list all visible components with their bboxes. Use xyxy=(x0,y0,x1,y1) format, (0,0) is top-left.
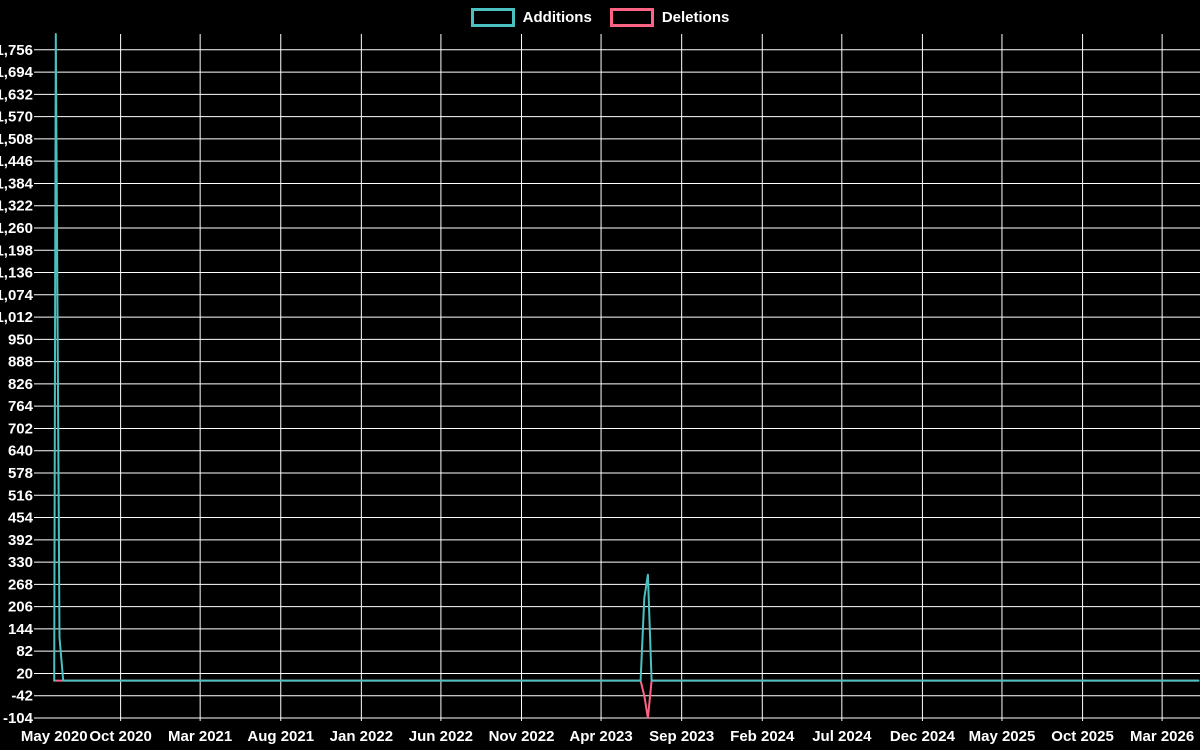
svg-text:82: 82 xyxy=(16,643,33,660)
svg-text:1,694: 1,694 xyxy=(0,64,34,81)
svg-text:-42: -42 xyxy=(11,688,33,705)
svg-text:1,260: 1,260 xyxy=(0,220,33,237)
svg-text:-104: -104 xyxy=(3,710,34,727)
svg-text:764: 764 xyxy=(8,398,34,415)
svg-text:144: 144 xyxy=(8,621,34,638)
legend-item-additions[interactable]: Additions xyxy=(470,8,592,27)
svg-text:516: 516 xyxy=(8,487,33,504)
svg-text:1,136: 1,136 xyxy=(0,265,33,282)
svg-text:1,384: 1,384 xyxy=(0,175,34,192)
svg-text:950: 950 xyxy=(8,331,33,348)
svg-text:640: 640 xyxy=(8,443,33,460)
svg-text:268: 268 xyxy=(8,576,33,593)
svg-text:888: 888 xyxy=(8,354,33,371)
svg-text:1,322: 1,322 xyxy=(0,198,33,215)
svg-text:Mar 2026: Mar 2026 xyxy=(1130,728,1194,745)
svg-text:Oct 2025: Oct 2025 xyxy=(1051,728,1114,745)
svg-text:1,570: 1,570 xyxy=(0,109,33,126)
svg-text:Jan 2022: Jan 2022 xyxy=(330,728,393,745)
svg-text:Mar 2021: Mar 2021 xyxy=(168,728,232,745)
svg-text:Jun 2022: Jun 2022 xyxy=(409,728,473,745)
svg-text:1,074: 1,074 xyxy=(0,287,34,304)
svg-text:1,198: 1,198 xyxy=(0,242,33,259)
svg-text:1,756: 1,756 xyxy=(0,42,33,59)
svg-text:Dec 2024: Dec 2024 xyxy=(890,728,956,745)
svg-text:1,012: 1,012 xyxy=(0,309,33,326)
additions-swatch-icon xyxy=(470,8,515,27)
svg-text:206: 206 xyxy=(8,599,33,616)
svg-text:702: 702 xyxy=(8,420,33,437)
svg-text:Nov 2022: Nov 2022 xyxy=(489,728,555,745)
svg-text:Aug 2021: Aug 2021 xyxy=(247,728,314,745)
svg-text:826: 826 xyxy=(8,376,33,393)
svg-text:1,446: 1,446 xyxy=(0,153,33,170)
svg-text:Feb 2024: Feb 2024 xyxy=(730,728,795,745)
svg-text:330: 330 xyxy=(8,554,33,571)
svg-text:May 2025: May 2025 xyxy=(969,728,1036,745)
svg-text:May 2020: May 2020 xyxy=(21,728,88,745)
svg-text:392: 392 xyxy=(8,532,33,549)
svg-text:Sep 2023: Sep 2023 xyxy=(649,728,714,745)
svg-text:1,508: 1,508 xyxy=(0,131,33,148)
svg-text:20: 20 xyxy=(16,665,33,682)
svg-text:Jul 2024: Jul 2024 xyxy=(812,728,872,745)
svg-text:1,632: 1,632 xyxy=(0,86,33,103)
legend-label-additions: Additions xyxy=(522,9,592,26)
deletions-swatch-icon xyxy=(609,8,654,27)
svg-text:Apr 2023: Apr 2023 xyxy=(569,728,632,745)
legend-label-deletions: Deletions xyxy=(661,9,730,26)
svg-text:578: 578 xyxy=(8,465,33,482)
svg-text:454: 454 xyxy=(8,510,34,527)
svg-text:Oct 2020: Oct 2020 xyxy=(89,728,152,745)
chart-legend: Additions Deletions xyxy=(0,8,1200,27)
legend-item-deletions[interactable]: Deletions xyxy=(609,8,730,27)
